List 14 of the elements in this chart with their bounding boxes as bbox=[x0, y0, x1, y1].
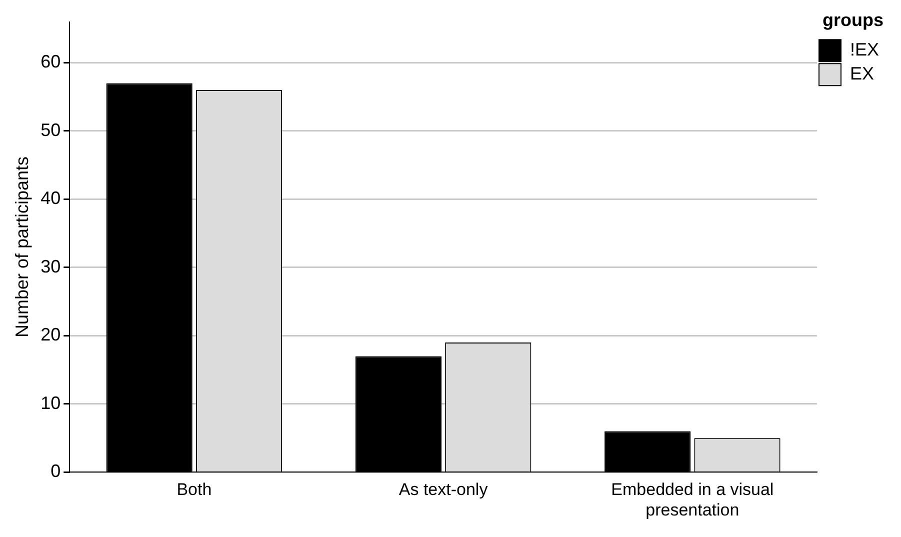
y-tick-label: 60 bbox=[40, 52, 61, 72]
y-tick-label: 40 bbox=[40, 188, 61, 208]
legend-label: EX bbox=[850, 64, 874, 84]
x-tick-label: As text-only bbox=[398, 480, 488, 500]
x-tick-label: Both bbox=[176, 480, 212, 500]
y-tick-label: 0 bbox=[50, 461, 61, 482]
y-axis-title: Number of participants bbox=[12, 156, 32, 338]
y-tick-label: 50 bbox=[40, 120, 61, 140]
legend-title: groups bbox=[822, 10, 884, 30]
legend-label: !EX bbox=[850, 40, 880, 60]
y-tick-label: 30 bbox=[40, 256, 61, 276]
y-tick-label: 10 bbox=[40, 392, 61, 413]
y-tick-label: 20 bbox=[40, 324, 61, 345]
x-tick-label: Embedded in a visual presentation bbox=[611, 480, 774, 520]
